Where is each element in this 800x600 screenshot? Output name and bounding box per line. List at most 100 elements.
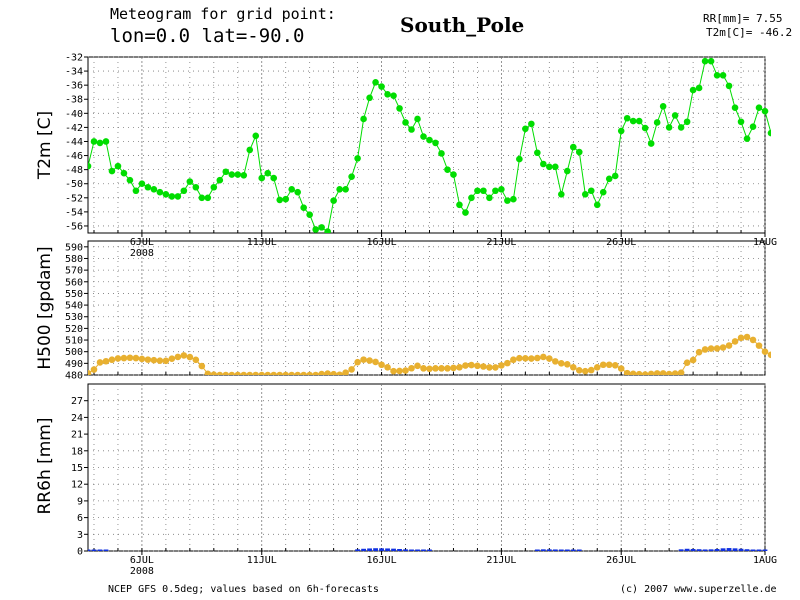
rr6h-bar [558, 549, 564, 551]
rr6h-bar [88, 549, 91, 551]
h500-data-point [324, 370, 331, 375]
rr6h-bar [379, 548, 384, 551]
h500-y-tick-label: 570 [65, 266, 83, 277]
h500-data-point [294, 371, 301, 375]
t2m-data-point [162, 190, 170, 198]
rr6h-y-tick-label: 6 [77, 513, 83, 524]
t2m-data-point [336, 186, 343, 193]
h500-data-point [90, 366, 98, 373]
h500-data-point [114, 355, 122, 362]
t2m-data-point [707, 57, 715, 65]
h500-data-point [126, 354, 134, 362]
rr6h-bar [708, 549, 714, 551]
t2m-data-point [528, 120, 535, 128]
h500-data-point [534, 354, 541, 362]
t2m-data-point [408, 126, 415, 133]
h500-data-point [420, 365, 427, 372]
t2m-data-point [510, 195, 517, 203]
t2m-y-tick-label: -52 [65, 193, 83, 204]
rr6h-bar [355, 549, 361, 551]
h500-data-point [569, 364, 577, 371]
t2m-data-point [635, 117, 643, 125]
h500-data-point [623, 369, 631, 375]
t2m-data-point [192, 183, 200, 191]
t2m-y-tick-label: -32 [65, 53, 83, 64]
rr6h-bar [684, 548, 690, 551]
t2m-data-point [737, 118, 745, 126]
t2m-data-point [294, 188, 301, 196]
t2m-data-point [264, 169, 272, 177]
h500-data-point [354, 358, 361, 366]
t2m-data-point [186, 178, 194, 185]
t2m-y-tick-label: -36 [65, 81, 83, 92]
t2m-data-point [534, 149, 541, 157]
t2m-data-point [390, 92, 397, 100]
h500-y-tick-label: 490 [65, 359, 83, 370]
t2m-data-point [246, 146, 254, 154]
h500-data-point [587, 366, 595, 374]
h500-data-point [707, 345, 715, 352]
h500-data-point [647, 370, 655, 375]
t2m-data-point [671, 112, 679, 119]
h500-data-point [635, 370, 643, 375]
t2m-data-point [767, 129, 771, 137]
h500-y-tick-label: 550 [65, 289, 83, 300]
t2m-data-point [108, 167, 116, 175]
t2m-data-point [150, 186, 158, 193]
rr6h-bar [397, 548, 402, 551]
data-source-note: NCEP GFS 0.5deg; values based on 6h-fore… [108, 584, 379, 595]
h500-data-point [629, 370, 637, 375]
h500-data-point [677, 369, 685, 375]
h500-data-point [552, 358, 559, 365]
h500-data-point [342, 369, 349, 375]
t2m-data-point [222, 168, 230, 176]
h500-data-point [306, 371, 313, 375]
h500-data-point [599, 361, 607, 369]
t2m-data-point [780, 163, 787, 170]
t2m-data-point [282, 195, 290, 203]
rr6h-y-tick-label: 12 [71, 480, 83, 491]
h500-data-point [516, 354, 523, 362]
h500-data-point [743, 333, 751, 341]
copyright-note: (c) 2007 www.superzelle.de [620, 584, 777, 595]
t2m-data-point [462, 209, 469, 216]
rr6h-x-tick-label: 1AUG [753, 555, 777, 566]
h500-data-point [366, 357, 373, 364]
t2m-data-point [587, 187, 595, 195]
h500-data-point [450, 364, 457, 372]
h500-data-point [228, 371, 236, 375]
h500-data-point [240, 371, 248, 375]
h500-data-point [264, 371, 272, 375]
rr6h-bar [756, 549, 762, 551]
t2m-data-point [96, 139, 104, 147]
rr6h-bar [91, 549, 97, 551]
t2m-data-point [444, 166, 451, 173]
h500-data-point [719, 344, 727, 351]
h500-y-tick-label: 540 [65, 301, 83, 312]
h500-data-point [426, 365, 433, 373]
h500-data-point [270, 371, 278, 375]
t2m-data-point [378, 83, 385, 90]
h500-data-point [792, 350, 799, 357]
t2m-data-point [677, 124, 685, 131]
h500-data-point [174, 353, 182, 361]
t2m-panel-frame [87, 56, 766, 234]
t2m-data-point [216, 176, 224, 184]
h500-data-point [96, 359, 104, 366]
h500-data-point [384, 364, 391, 371]
t2m-data-point [318, 224, 325, 231]
h500-data-point [222, 371, 230, 375]
t2m-data-point [324, 228, 331, 233]
h500-data-point [528, 355, 535, 362]
h500-data-point [252, 371, 260, 375]
t2m-y-tick-label: -38 [65, 95, 83, 106]
rr6h-bar [546, 549, 552, 551]
t2m-data-point [204, 194, 212, 202]
h500-series [88, 333, 799, 375]
h500-data-point [701, 346, 709, 353]
t2m-data-point [713, 72, 721, 79]
h500-data-point [162, 357, 170, 365]
h500-data-point [695, 348, 703, 356]
h500-data-point [186, 353, 194, 361]
t2m-data-point [659, 102, 667, 110]
